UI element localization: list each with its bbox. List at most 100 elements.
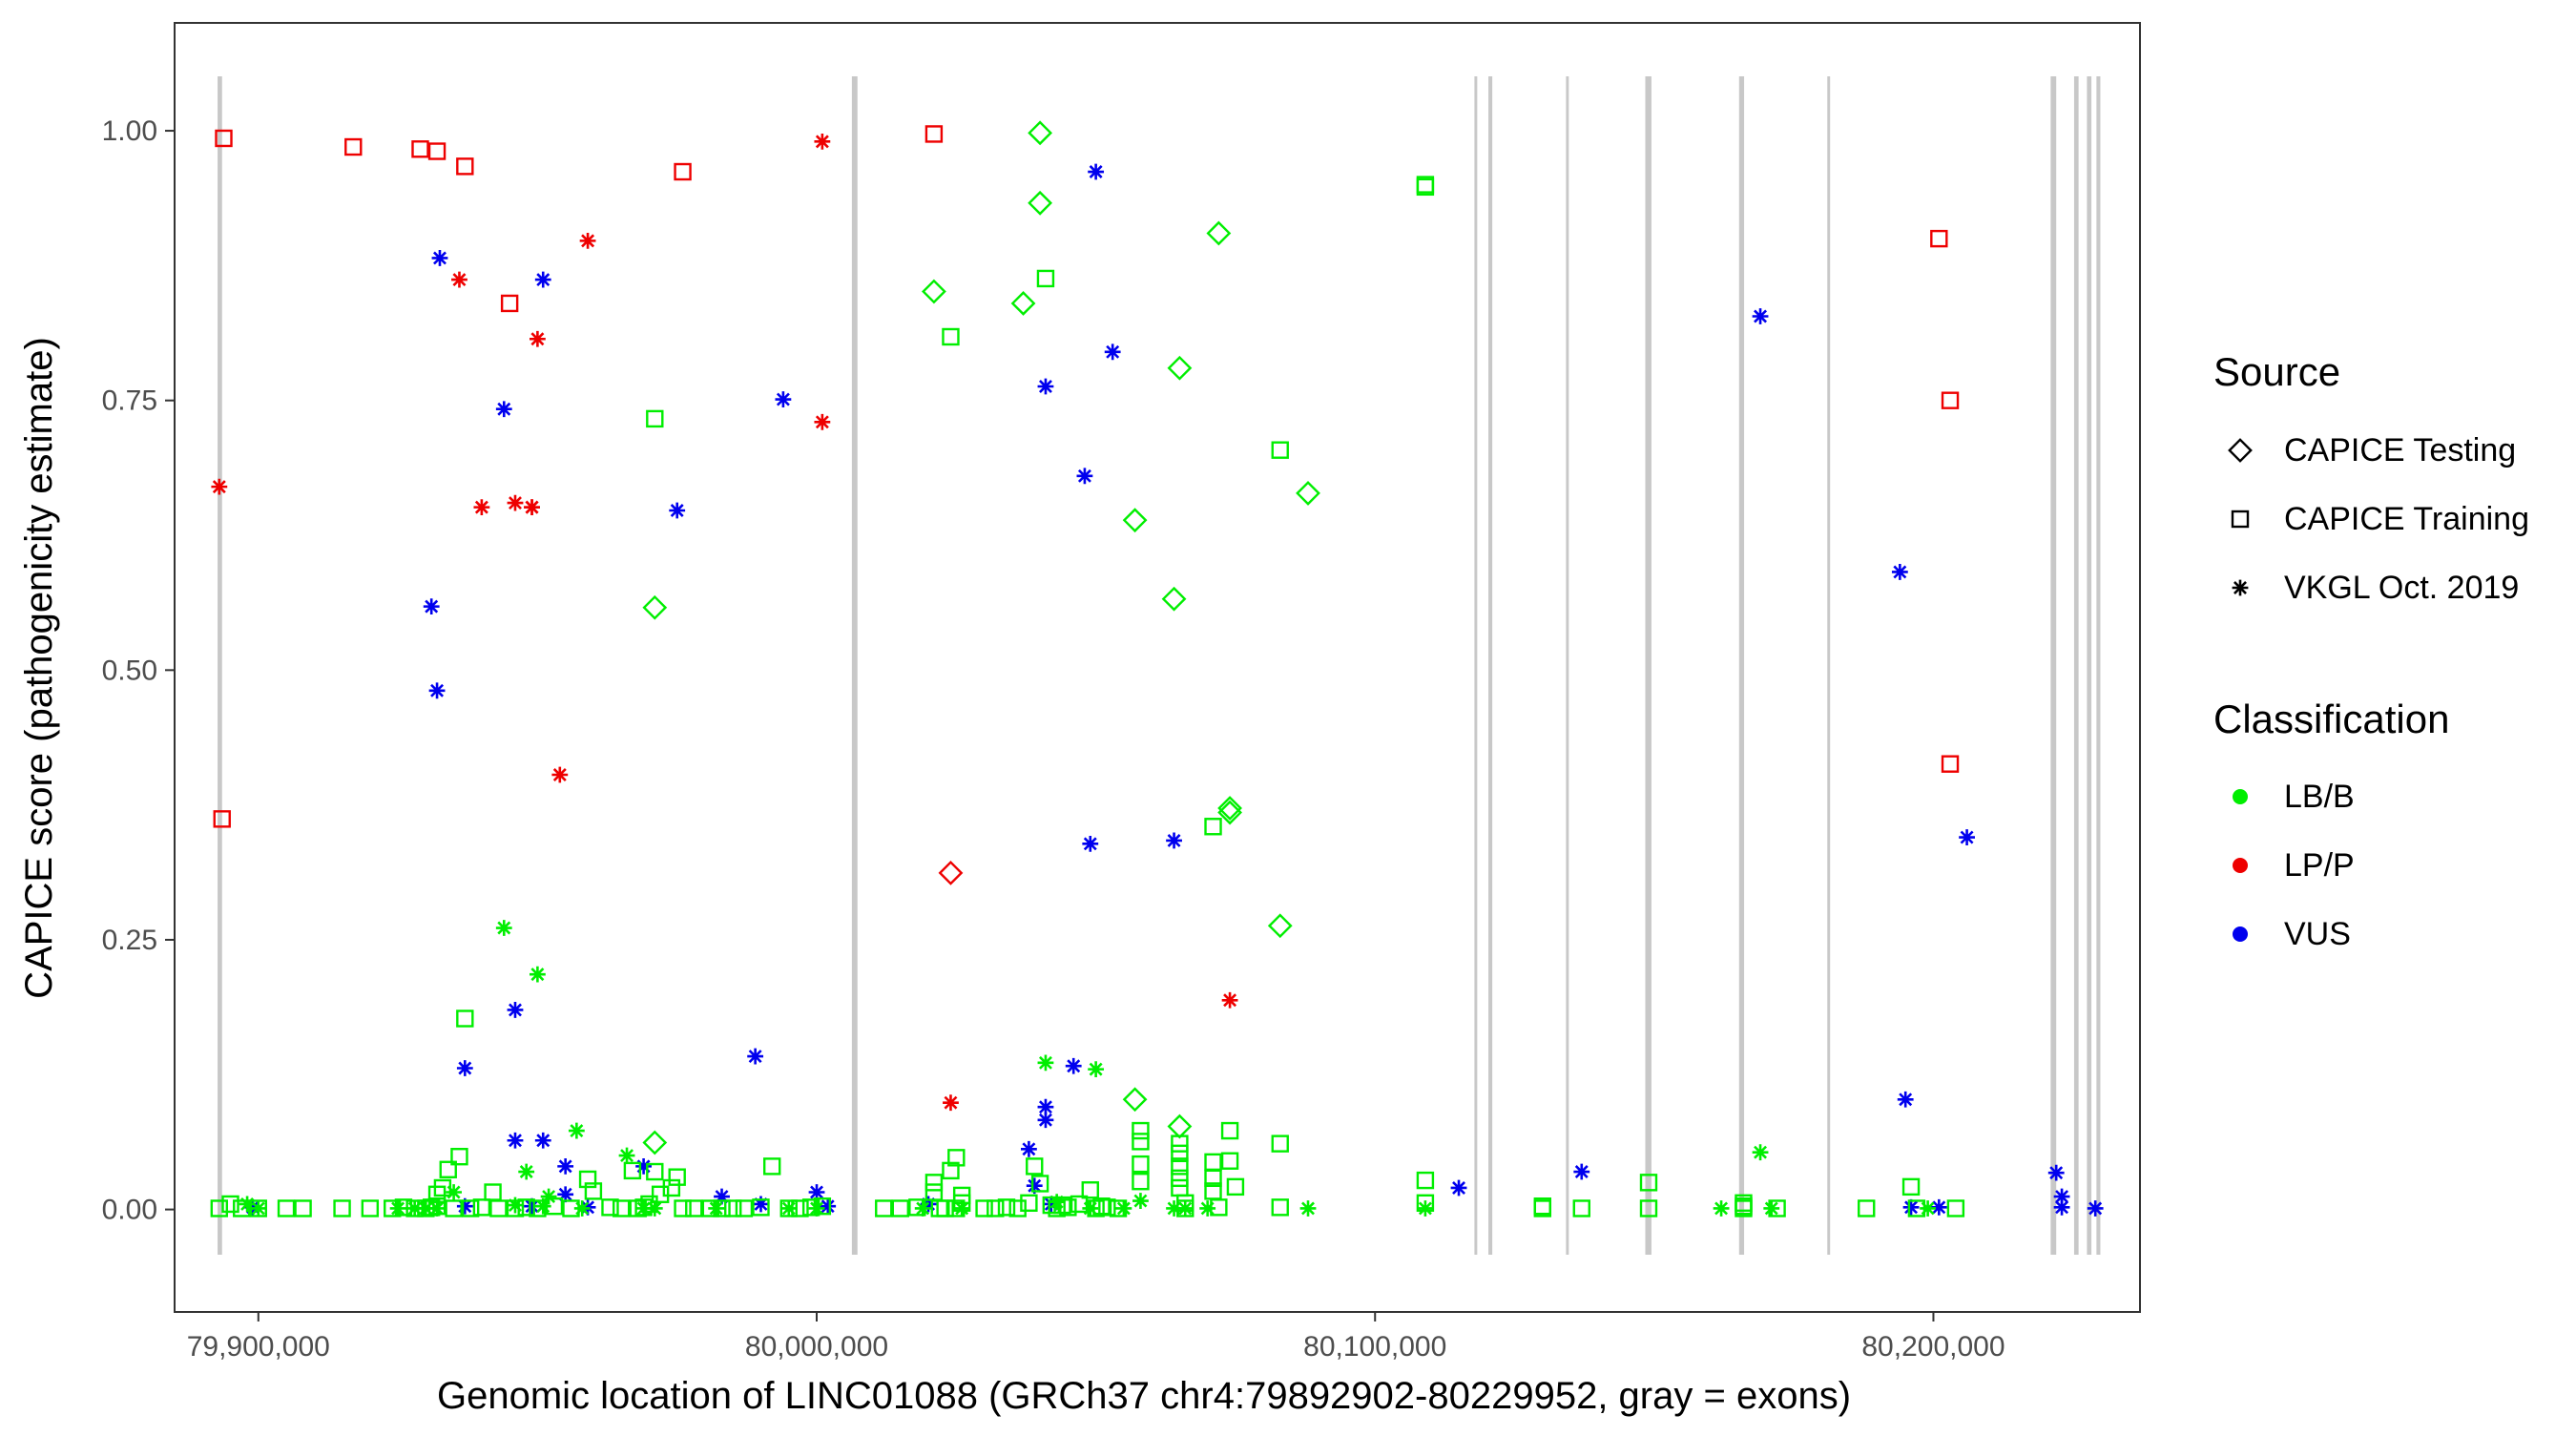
data-point xyxy=(540,1188,557,1205)
data-point xyxy=(584,1182,603,1200)
data-point xyxy=(1930,1198,1947,1216)
legend-key-asterisk xyxy=(2232,579,2249,596)
legend-source-label: CAPICE Training xyxy=(2284,501,2529,537)
data-point xyxy=(507,1197,524,1214)
data-point xyxy=(427,142,447,160)
exon-line xyxy=(1474,76,1478,1255)
data-point xyxy=(1763,1200,1780,1217)
data-point xyxy=(640,1195,658,1214)
legend-source-label: VKGL Oct. 2019 xyxy=(2284,570,2519,606)
data-point xyxy=(1161,586,1187,612)
series-lp-p-asterisk xyxy=(211,133,1238,1112)
data-point xyxy=(450,1148,468,1166)
data-point xyxy=(456,1197,473,1215)
data-point xyxy=(557,1186,574,1203)
data-point xyxy=(646,409,664,428)
data-point xyxy=(623,1161,642,1180)
data-point xyxy=(1166,1200,1182,1217)
data-point xyxy=(685,1199,703,1217)
data-point xyxy=(1221,991,1238,1009)
data-point xyxy=(914,1200,931,1217)
data-point xyxy=(753,1196,769,1213)
panel-border xyxy=(174,22,2141,1313)
legend-class-items: LB/B LP/P VUS xyxy=(2233,779,2355,952)
data-point xyxy=(2087,1200,2104,1217)
data-point xyxy=(456,1060,473,1076)
data-point xyxy=(1132,1121,1150,1140)
data-point xyxy=(1010,291,1036,316)
data-point xyxy=(646,1200,663,1217)
data-point xyxy=(1104,343,1121,361)
data-point xyxy=(947,1149,966,1167)
data-point xyxy=(1752,308,1769,324)
data-point xyxy=(1037,1054,1054,1072)
data-point xyxy=(1941,391,1960,409)
data-point xyxy=(1166,832,1182,849)
data-point xyxy=(1132,1133,1150,1151)
data-point xyxy=(1271,1134,1289,1153)
data-point xyxy=(1959,829,1975,845)
legend-key-dot xyxy=(2233,858,2248,873)
legend-key-diamond xyxy=(2228,438,2253,463)
y-tick-label: 0.25 xyxy=(102,925,157,956)
data-point xyxy=(1076,468,1093,485)
data-point xyxy=(1020,1194,1038,1213)
data-point xyxy=(1220,1152,1239,1170)
series-lp-p-square xyxy=(213,125,1960,828)
data-point xyxy=(529,966,546,983)
data-point xyxy=(439,1160,457,1178)
data-point xyxy=(1206,220,1232,246)
data-point xyxy=(953,1200,970,1217)
data-point xyxy=(942,327,960,346)
data-point xyxy=(428,682,446,699)
data-point xyxy=(1271,1198,1289,1217)
data-point xyxy=(1021,1140,1037,1157)
data-point xyxy=(938,860,964,885)
data-point xyxy=(975,1199,993,1217)
axis-layer: 79,900,000 80,000,000 80,100,000 80,200,000… xyxy=(102,115,2005,1363)
data-point xyxy=(333,1199,351,1217)
data-point xyxy=(534,1132,551,1149)
data-point xyxy=(1082,1200,1099,1217)
data-point xyxy=(1028,120,1052,146)
data-point xyxy=(524,1197,540,1215)
data-point xyxy=(445,1199,463,1217)
x-axis-label: Genomic location of LINC01088 (GRCh37 ch… xyxy=(437,1375,1851,1417)
data-point xyxy=(747,1048,764,1065)
data-point xyxy=(1204,818,1222,836)
data-point xyxy=(1204,1169,1222,1188)
data-point xyxy=(1026,1177,1043,1195)
data-point xyxy=(1122,508,1148,533)
data-point xyxy=(942,1161,960,1180)
data-point xyxy=(1132,1173,1150,1191)
data-point xyxy=(211,478,228,495)
data-point xyxy=(507,1002,524,1018)
data-point xyxy=(1271,441,1289,459)
data-point xyxy=(534,1197,551,1215)
legend-class-label: LP/P xyxy=(2284,847,2355,884)
data-point xyxy=(1026,1157,1044,1176)
exon-line xyxy=(851,76,858,1255)
data-point xyxy=(233,1199,251,1217)
data-point xyxy=(568,1122,585,1139)
exon-line xyxy=(218,76,222,1255)
data-point xyxy=(922,279,946,304)
y-axis-label: CAPICE score (pathogenicity estimate) xyxy=(18,337,60,999)
data-point xyxy=(814,133,831,150)
data-point xyxy=(943,1094,959,1112)
data-point xyxy=(1941,755,1960,773)
data-point xyxy=(820,1197,837,1215)
data-point xyxy=(635,1157,652,1175)
data-point xyxy=(277,1199,296,1217)
data-point xyxy=(1217,796,1242,821)
data-point xyxy=(762,1157,781,1176)
x-tick-label: 80,100,000 xyxy=(1303,1331,1446,1363)
data-point xyxy=(1752,1144,1769,1161)
data-point xyxy=(1043,1196,1060,1213)
data-point xyxy=(1115,1200,1132,1217)
legend-key-square xyxy=(2231,510,2250,529)
data-point xyxy=(1897,1091,1914,1108)
legend: Source CAPICE Testing CAPICE Training VKGL… xyxy=(2213,349,2529,952)
